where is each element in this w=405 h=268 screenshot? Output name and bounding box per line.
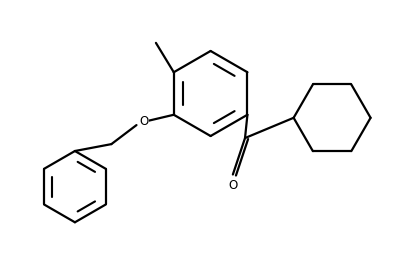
Text: O: O bbox=[228, 179, 237, 192]
Text: O: O bbox=[139, 115, 148, 128]
